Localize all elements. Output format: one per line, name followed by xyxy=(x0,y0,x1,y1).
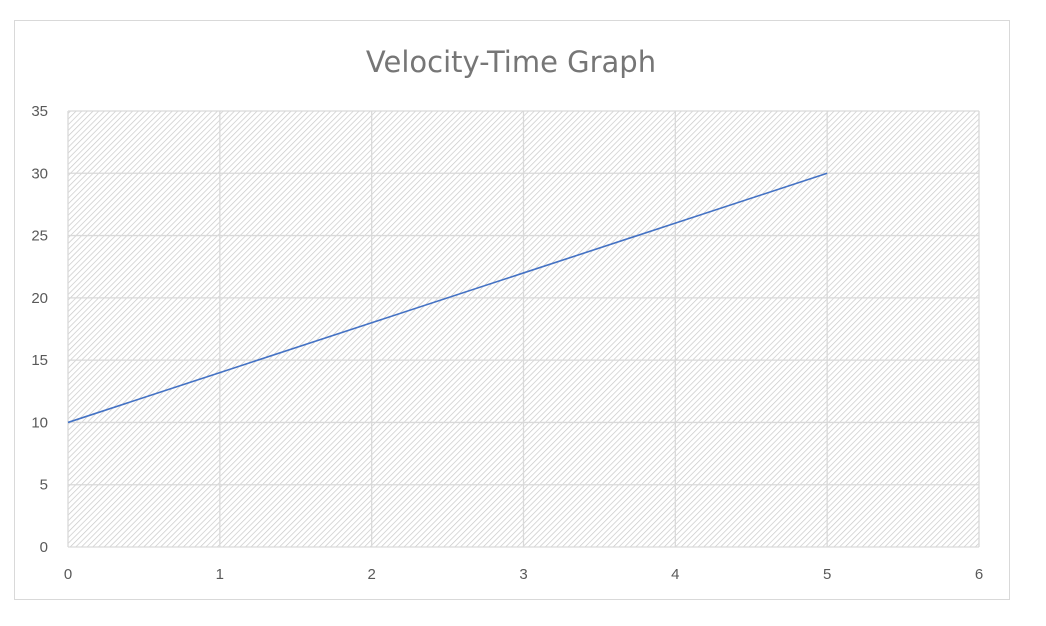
x-tick-label: 6 xyxy=(975,566,983,583)
y-tick-label: 25 xyxy=(31,228,48,245)
y-tick-label: 30 xyxy=(31,165,48,182)
x-tick-label: 4 xyxy=(671,566,679,583)
x-tick-label: 3 xyxy=(519,566,527,583)
y-tick-label: 10 xyxy=(31,414,48,431)
series-layer xyxy=(67,172,828,424)
chart-title: Velocity-Time Graph xyxy=(366,45,656,79)
y-tick-label: 20 xyxy=(31,290,48,307)
x-tick-label: 2 xyxy=(367,566,375,583)
x-tick-label: 1 xyxy=(216,566,224,583)
grid-lines xyxy=(67,110,980,548)
series-line-1 xyxy=(67,172,828,424)
x-tick-label: 5 xyxy=(823,566,831,583)
y-tick-label: 5 xyxy=(40,477,48,494)
y-tick-label: 15 xyxy=(31,352,48,369)
y-tick-label: 0 xyxy=(40,539,48,556)
y-tick-label: 35 xyxy=(31,103,48,120)
x-tick-label: 0 xyxy=(64,566,72,583)
tick-labels: 0 5 10 15 20 25 30 35 0 1 2 3 4 5 6 xyxy=(31,103,983,583)
